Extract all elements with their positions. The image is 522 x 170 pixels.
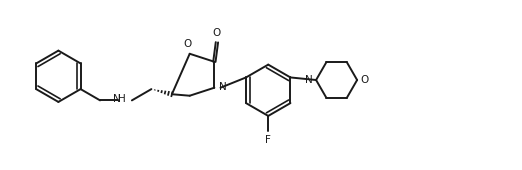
Text: O: O	[213, 28, 221, 38]
Text: N: N	[219, 82, 227, 92]
Text: O: O	[361, 75, 369, 85]
Text: N: N	[113, 94, 121, 104]
Text: N: N	[305, 75, 313, 85]
Text: O: O	[184, 39, 192, 49]
Text: H: H	[118, 94, 126, 104]
Text: F: F	[265, 135, 271, 145]
